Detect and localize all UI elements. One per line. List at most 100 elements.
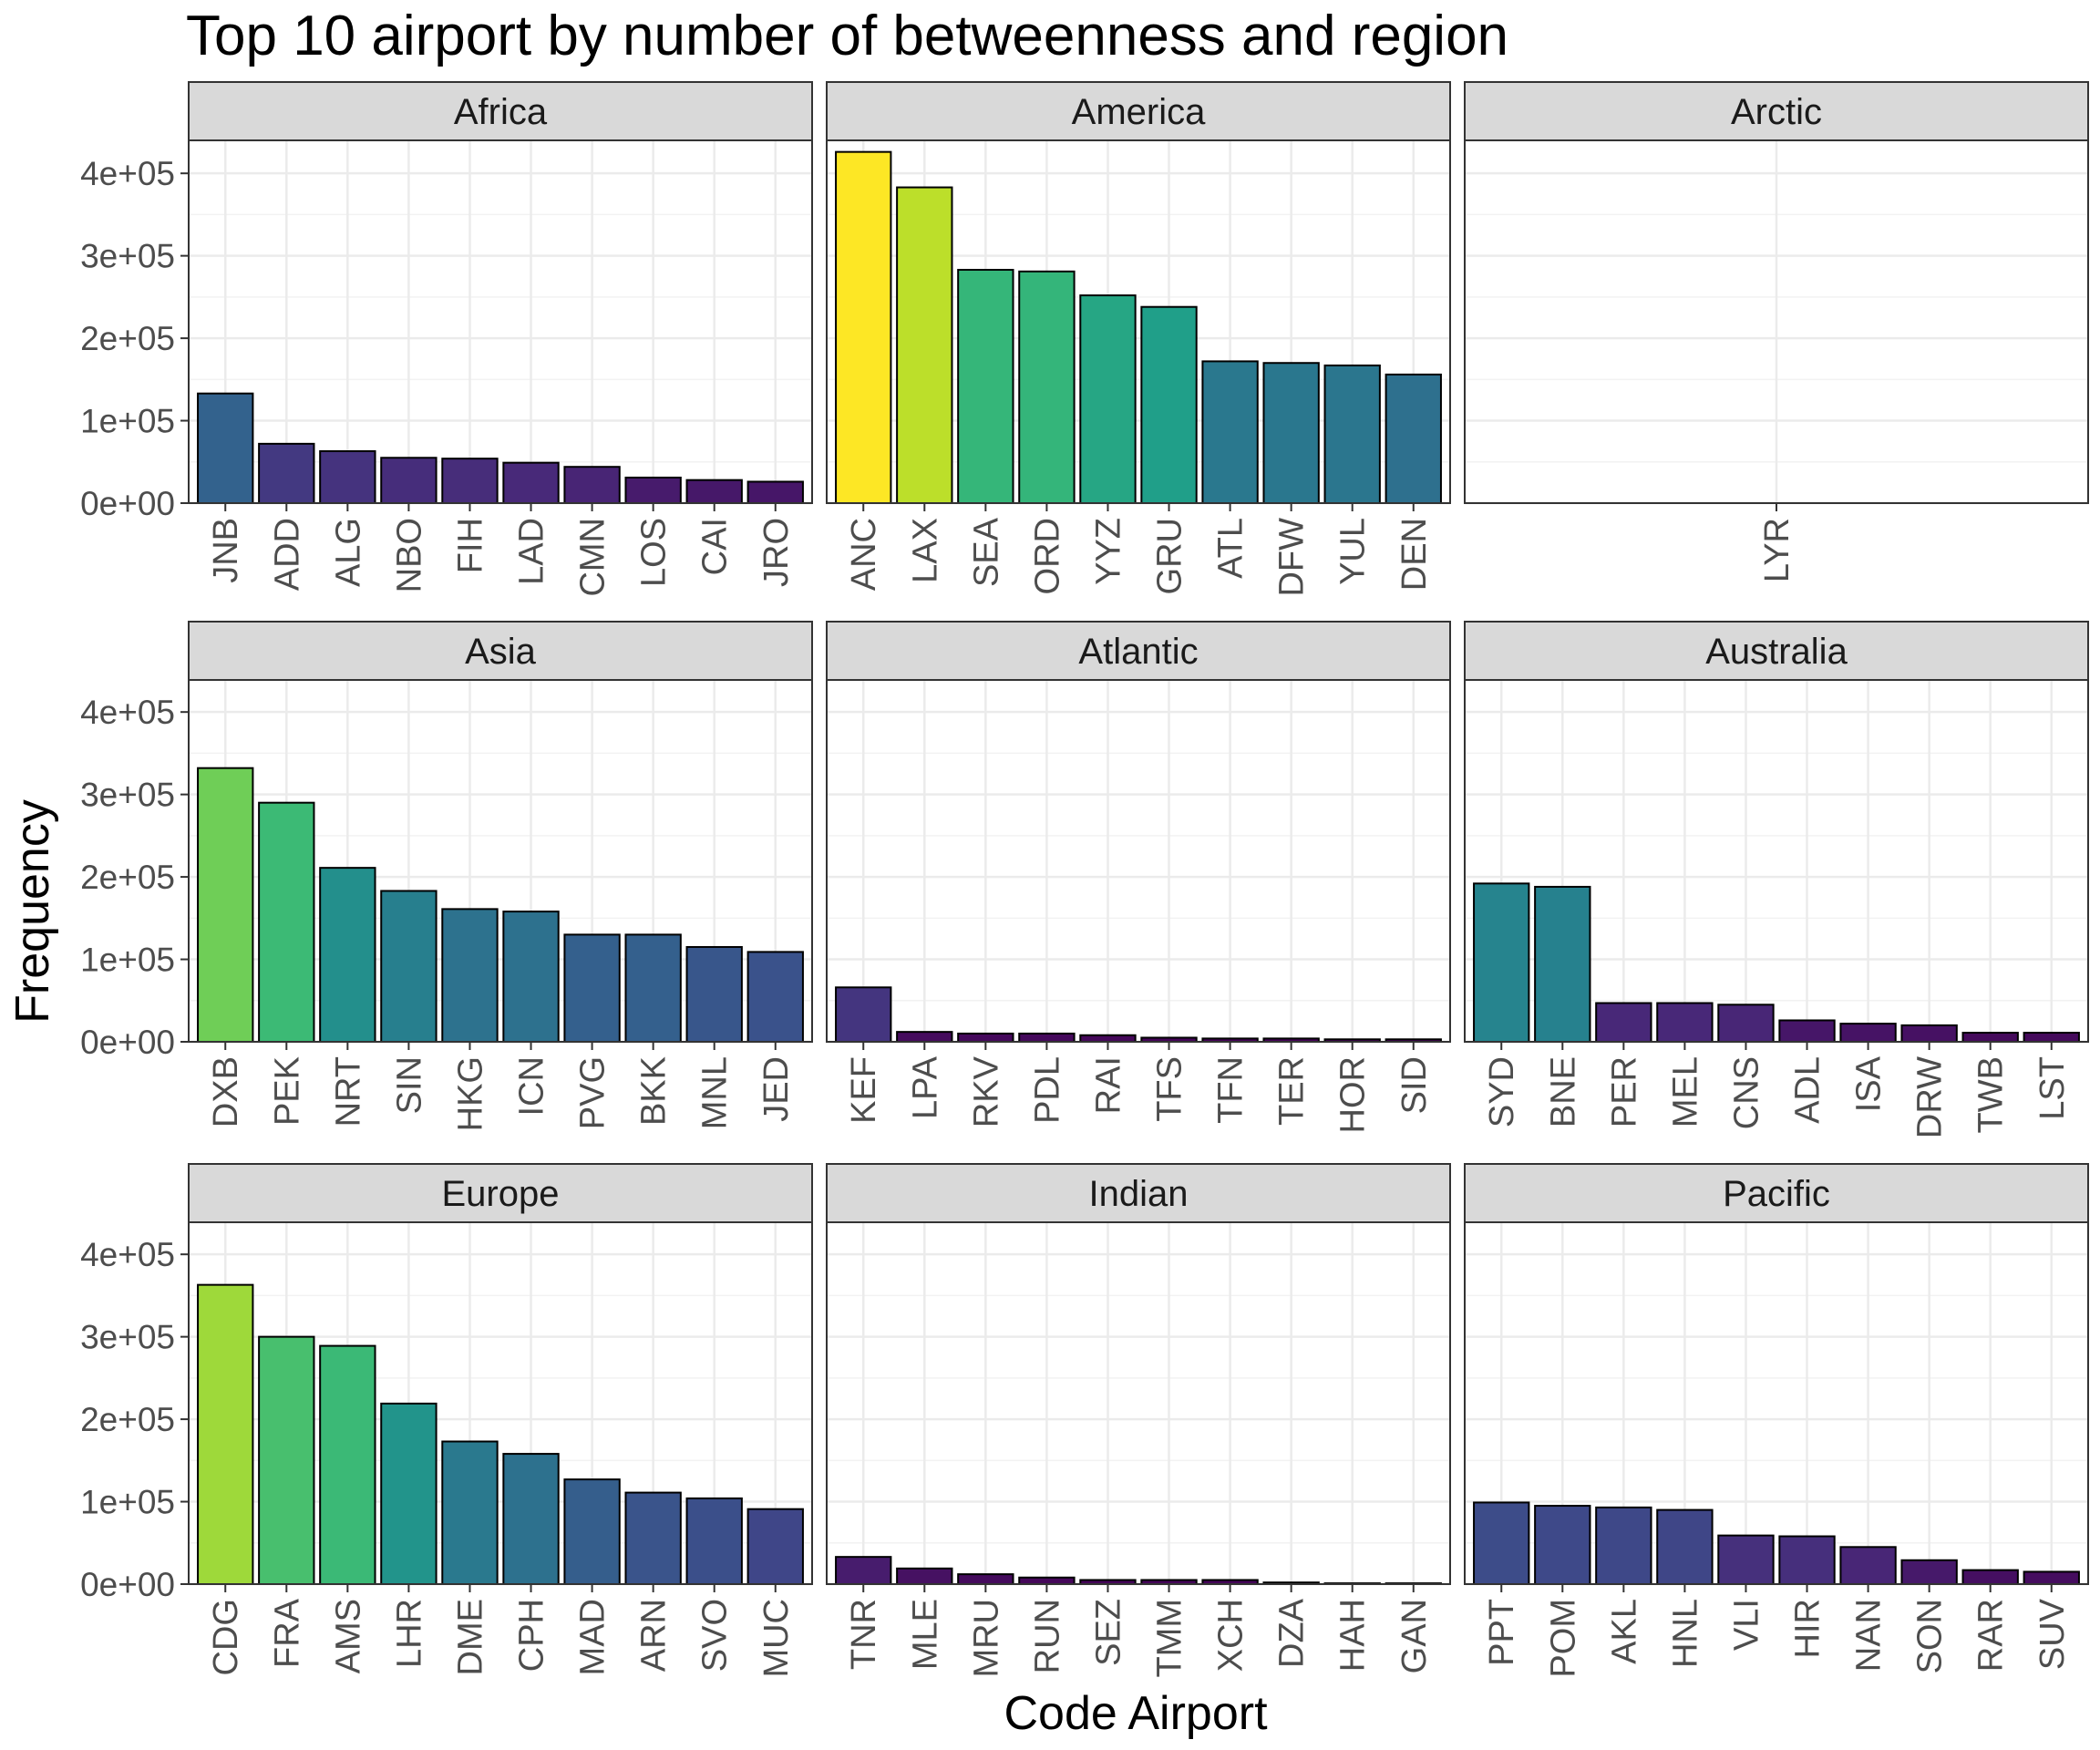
x-tick-label-adl: ADL [1789,1056,1827,1124]
strip-background [188,1163,813,1223]
y-tick-label: 0e+00 [80,1566,175,1603]
x-tick-label-mru: MRU [967,1599,1005,1678]
x-tick-label-atl: ATL [1212,518,1251,579]
x-tick-label-tfn: TFN [1212,1056,1251,1124]
x-tick-label-cai: CAI [696,518,735,575]
bar-los [624,476,682,505]
x-tick-label-icn: ICN [513,1056,551,1116]
bar-dme [441,1440,499,1586]
strip-background [1464,81,2089,141]
x-tick-label-mle: MLE [906,1599,944,1670]
y-tick-label: 3e+05 [80,777,175,814]
bar-nan [1839,1546,1897,1585]
x-tick-label-nrt: NRT [329,1056,367,1127]
bar-nbo [380,457,438,504]
x-tick-label-gan: GAN [1395,1599,1434,1673]
bar-mad [563,1478,621,1585]
strip-label-australia: Australia [1705,632,1848,672]
strip-label-pacific: Pacific [1723,1174,1830,1214]
x-tick-label-den: DEN [1395,518,1434,591]
x-tick-label-lyr: LYR [1758,518,1796,582]
y-tick-label: 3e+05 [80,1319,175,1356]
x-tick-label-twb: TWB [1972,1056,2011,1133]
panel-arctic: LYR Arctic [1464,81,2089,582]
bar-sea [957,269,1014,504]
x-tick-label-isa: ISA [1850,1055,1889,1112]
x-tick-label-lpa: LPA [906,1055,944,1119]
x-tick-label-muc: MUC [757,1599,796,1678]
x-tick-label-rar: RAR [1972,1599,2011,1672]
bar-jed [746,951,804,1043]
panel-background [827,679,1450,1042]
x-tick-label-xch: XCH [1212,1599,1251,1672]
y-tick-label: 1e+05 [80,942,175,979]
bar-svo [685,1497,743,1585]
x-tick-label-cmn: CMN [574,518,612,597]
x-tick-label-cdg: CDG [207,1599,245,1675]
x-tick-label-nbo: NBO [390,518,428,592]
y-tick-label: 4e+05 [80,1236,175,1273]
bar-muc [746,1508,804,1586]
x-tick-label-cph: CPH [513,1599,551,1672]
bar-lhr [380,1402,438,1585]
bar-drw [1900,1024,1958,1043]
bar-rkv [957,1032,1014,1044]
bar-jnb [197,392,254,505]
x-tick-label-alg: ALG [329,518,367,587]
x-tick-label-hor: HOR [1334,1056,1373,1133]
y-tick-label: 2e+05 [80,320,175,357]
bar-pek [258,801,315,1043]
bar-isa [1839,1023,1897,1043]
bar-pdl [1018,1032,1076,1044]
bar-ppt [1473,1501,1530,1585]
x-tick-label-dxb: DXB [207,1056,245,1127]
x-tick-label-dme: DME [451,1599,489,1675]
strip-background [826,621,1451,681]
bar-mru [957,1573,1014,1586]
strip-background [826,1163,1451,1223]
bar-nrt [319,867,376,1044]
strip-background [188,621,813,681]
bar-rai [1079,1034,1137,1044]
y-tick-label: 1e+05 [80,403,175,440]
x-tick-label-run: RUN [1028,1599,1066,1673]
bar-bne [1534,885,1591,1043]
bar-cmn [563,466,621,505]
strip-background [188,81,813,141]
bar-yul [1323,364,1381,505]
x-tick-label-hnl: HNL [1666,1599,1704,1668]
x-axis-label: Code Airport [1004,1687,1268,1740]
x-tick-label-son: SON [1911,1599,1950,1673]
x-tick-label-ppt: PPT [1483,1599,1521,1666]
bar-gru [1140,305,1198,504]
x-tick-label-arn: ARN [635,1599,674,1672]
bar-son [1900,1559,1958,1586]
x-tick-label-ord: ORD [1028,518,1066,594]
bar-cdg [197,1283,254,1586]
x-tick-label-fih: FIH [451,518,489,573]
x-tick-label-mnl: MNL [696,1056,735,1129]
x-tick-label-gru: GRU [1151,518,1189,594]
bar-cph [502,1453,560,1585]
x-tick-label-pvg: PVG [574,1056,612,1129]
x-tick-label-hkg: HKG [451,1056,489,1131]
x-tick-label-pek: PEK [268,1056,306,1126]
bar-hir [1778,1535,1836,1586]
panel-background [827,1221,1450,1584]
bar-cns [1717,1004,1775,1043]
y-tick-label: 2e+05 [80,1401,175,1438]
y-tick-label: 4e+05 [80,694,175,731]
x-tick-label-mel: MEL [1666,1056,1704,1127]
x-tick-label-jnb: JNB [207,518,245,583]
x-tick-label-svo: SVO [696,1599,735,1672]
strip-label-arctic: Arctic [1731,92,1822,132]
strip-background [826,81,1451,141]
bar-hnl [1656,1508,1714,1586]
panel-background [189,140,812,503]
panel-australia: SYD BNE PER MEL CNS ADL ISA DRW TWB LST Australia [1464,621,2089,1138]
x-tick-label-mad: MAD [574,1599,612,1675]
bar-mel [1656,1002,1714,1043]
x-tick-label-suv: SUV [2033,1598,2072,1670]
bar-dfw [1262,362,1320,504]
